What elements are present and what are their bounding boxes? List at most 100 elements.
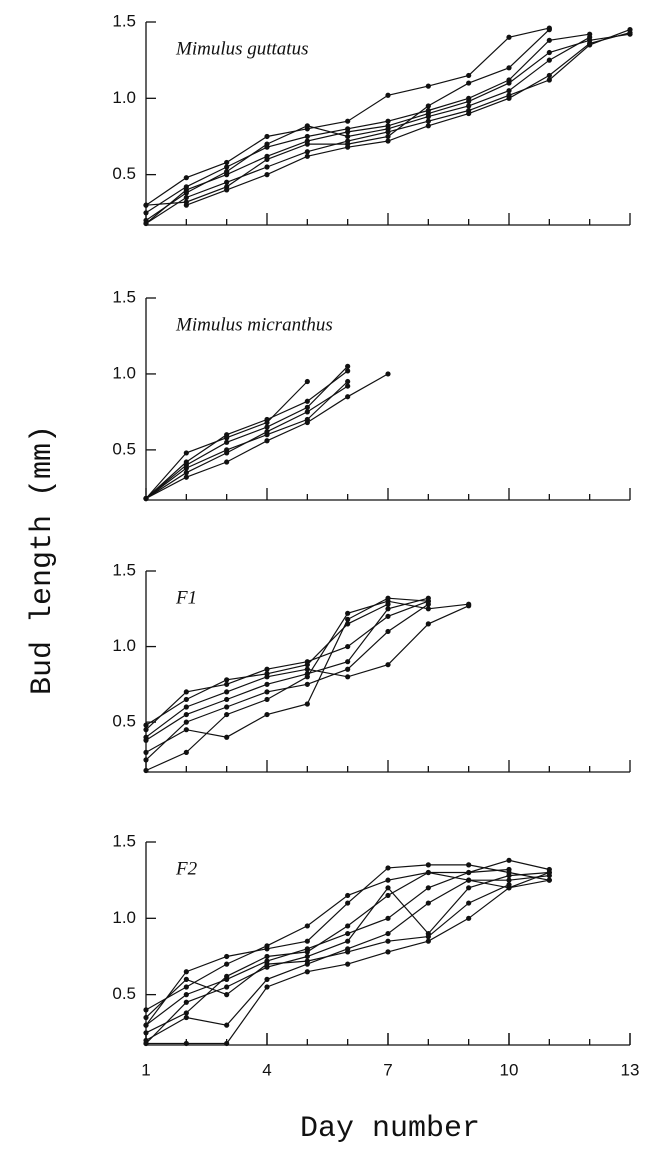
data-point <box>224 734 230 740</box>
series-line <box>145 365 349 499</box>
y-tick-label: 1.5 <box>112 287 136 306</box>
data-point <box>385 613 391 619</box>
data-point <box>224 961 230 967</box>
data-point <box>304 149 310 155</box>
series-line <box>145 381 349 499</box>
y-tick-label: 0.5 <box>112 164 136 183</box>
data-point <box>224 1022 230 1028</box>
data-point <box>183 976 189 982</box>
data-point <box>264 416 270 423</box>
series-line <box>186 32 631 206</box>
data-point <box>304 153 310 159</box>
data-point <box>385 118 391 124</box>
data-point <box>587 34 593 40</box>
data-point <box>183 749 189 755</box>
data-point <box>224 681 230 687</box>
data-point <box>345 949 351 955</box>
data-point <box>304 938 310 944</box>
series-line <box>145 36 590 221</box>
data-point <box>385 606 391 612</box>
data-point <box>304 953 310 960</box>
data-point <box>143 727 149 733</box>
x-axis-title: Day number <box>300 1112 480 1146</box>
data-point <box>304 666 310 672</box>
data-point <box>264 671 270 677</box>
data-point <box>466 915 472 921</box>
data-point <box>224 450 230 456</box>
data-point <box>224 992 230 998</box>
data-point <box>264 141 270 147</box>
data-point <box>264 943 270 949</box>
data-point <box>183 465 189 471</box>
data-point <box>345 368 351 374</box>
data-point <box>143 722 149 728</box>
data-point <box>345 394 351 400</box>
data-point <box>385 595 391 601</box>
data-point <box>304 133 310 140</box>
data-point <box>264 666 270 672</box>
data-point <box>546 27 552 33</box>
data-point <box>264 133 270 140</box>
data-point <box>264 172 270 178</box>
data-point <box>506 877 512 883</box>
data-point <box>385 930 391 937</box>
data-point <box>183 175 189 181</box>
data-point <box>224 711 230 718</box>
data-point <box>183 719 189 725</box>
data-point <box>264 164 270 170</box>
data-point <box>506 866 512 873</box>
data-point <box>506 857 512 863</box>
data-point <box>304 671 310 677</box>
data-point <box>143 202 149 208</box>
series-line <box>145 370 349 499</box>
y-tick-label: 1.5 <box>112 831 136 850</box>
data-point <box>264 429 270 435</box>
data-point <box>546 77 552 83</box>
data-point <box>183 190 189 196</box>
data-point <box>546 49 552 56</box>
data-point <box>183 969 189 975</box>
data-point <box>183 1014 189 1021</box>
data-point <box>345 126 351 132</box>
data-point <box>466 900 472 906</box>
data-point <box>385 126 391 132</box>
data-point <box>546 37 552 43</box>
data-point <box>224 179 230 185</box>
data-point <box>143 737 149 743</box>
data-point <box>264 961 270 967</box>
data-point <box>425 934 431 940</box>
data-point <box>345 938 351 944</box>
data-point <box>425 606 431 612</box>
data-point <box>385 938 391 944</box>
data-point <box>506 872 512 879</box>
data-point <box>304 958 310 964</box>
data-point <box>385 915 391 921</box>
data-point <box>224 677 230 683</box>
y-tick-label: 1.0 <box>112 636 136 655</box>
data-point <box>345 923 351 929</box>
data-point <box>385 885 391 891</box>
data-point <box>546 57 552 63</box>
data-point <box>224 973 230 979</box>
data-point <box>466 885 472 891</box>
data-point <box>587 40 593 46</box>
data-point <box>345 133 351 140</box>
data-point <box>224 439 230 445</box>
data-point <box>466 862 472 868</box>
data-point <box>143 757 149 763</box>
series-line <box>145 603 429 761</box>
data-point <box>466 72 472 79</box>
data-point <box>304 123 310 129</box>
data-point <box>304 378 310 385</box>
data-point <box>183 450 189 456</box>
data-point <box>627 30 633 36</box>
data-point <box>304 419 310 426</box>
data-point <box>304 398 310 404</box>
data-point <box>506 34 512 40</box>
data-point <box>183 984 189 990</box>
data-point <box>345 610 351 616</box>
data-point <box>224 187 230 193</box>
series-line <box>145 864 550 1026</box>
series-line <box>146 871 550 1045</box>
data-point <box>506 88 512 94</box>
